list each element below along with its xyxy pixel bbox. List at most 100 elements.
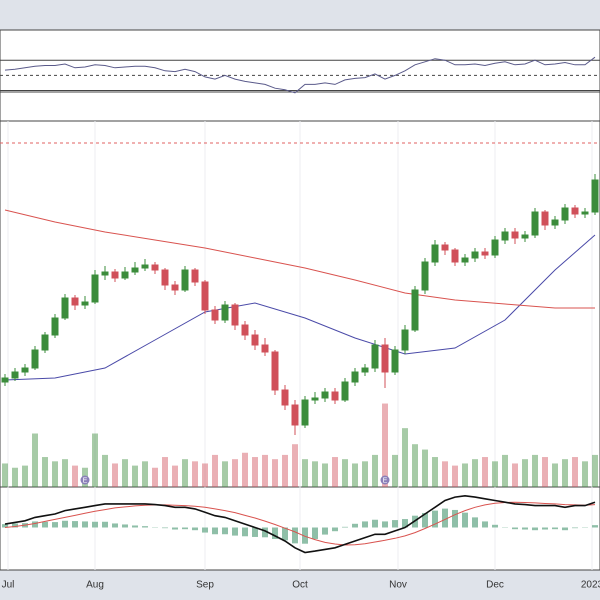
macd-histogram [382,521,388,528]
volume-bar [402,428,408,487]
volume-bar [22,465,28,487]
volume-bar [432,457,438,487]
macd-histogram [552,527,558,530]
macd-histogram [92,521,98,528]
earnings-marker [380,475,390,485]
candle-body [341,381,349,401]
macd-histogram [192,527,198,531]
volume-bar [122,459,128,487]
candle-body [391,349,399,373]
volume-bar [242,452,248,487]
volume-bar [372,454,378,487]
candle-body [401,329,409,351]
volume-bar [222,461,228,487]
candle-body [491,239,499,256]
x-tick-label: Sep [196,580,214,591]
macd-histogram [592,525,598,528]
volume-bar [532,454,538,487]
macd-histogram [402,519,408,528]
candle-body [171,284,179,291]
volume-bar [282,454,288,487]
volume-bar [362,461,368,487]
spacer-panel [0,91,600,122]
volume-bar [492,461,498,487]
volume-bar [382,403,388,487]
macd-histogram [462,512,468,528]
volume-bar [172,465,178,487]
macd-histogram [472,517,478,528]
volume-bar [2,463,8,487]
macd-histogram [122,524,128,528]
x-tick-label: Oct [292,580,308,591]
macd-histogram [352,523,358,528]
macd-histogram [572,527,578,529]
candle-body [141,264,149,269]
x-tick-label: Aug [86,580,104,591]
candle-body [181,269,189,291]
x-tick-label: Jul [2,580,15,591]
macd-histogram [302,527,308,544]
macd-histogram [252,527,258,537]
macd-histogram [532,527,538,531]
volume-bar [582,461,588,487]
volume-bar [292,444,298,487]
candle-body [91,274,99,303]
volume-bar [252,457,258,487]
candle-body [71,297,79,306]
volume-bar [142,461,148,487]
rsi-line [4,56,596,94]
volume-bar [32,433,38,487]
volume-bar [412,444,418,487]
candle-body [301,399,309,426]
candle-body [521,234,529,239]
volume-bar [352,463,358,487]
macd-histogram [442,508,448,528]
macd-histogram [422,512,428,528]
candle-body [191,269,199,283]
candle-body [501,231,509,241]
volume-bar [182,459,188,487]
volume-bar [162,457,168,487]
candle-body [201,281,209,311]
macd-histogram [362,521,368,528]
macd-histogram [342,526,348,528]
earnings-marker [80,475,90,485]
volume-bar [232,459,238,487]
candle-body [21,367,29,373]
volume-bar [152,467,158,487]
volume-bar [192,461,198,487]
candle-body [331,391,339,401]
macd-histogram [32,521,38,528]
candle-body [41,334,49,351]
x-tick-label: Nov [389,580,407,591]
x-tick-label: 2023 [581,580,600,591]
volume-bar [52,461,58,487]
earnings-label: E [383,477,388,484]
earnings-label: E [83,477,88,484]
candle-body [221,304,229,321]
macd-histogram [62,520,68,528]
volume-bar [342,459,348,487]
macd-histogram [202,527,208,533]
macd-histogram [372,519,378,528]
candle-body [321,391,329,399]
moving-average [4,234,596,381]
volume-bar [332,457,338,487]
macd-histogram [492,524,498,528]
candle-body [61,297,69,319]
candle-body [271,351,279,391]
macd-histogram [2,524,8,528]
volume-bar [572,457,578,487]
candle-body [571,207,579,215]
candle-body [381,344,389,373]
candle-body [591,179,599,213]
macd-histogram [332,527,338,532]
candle-body [241,324,249,336]
volume-bar [422,449,428,487]
candle-body [281,389,289,406]
candle-body [211,309,219,321]
volume-bar [322,463,328,487]
candle-body [561,207,569,221]
candle-body [231,304,239,326]
